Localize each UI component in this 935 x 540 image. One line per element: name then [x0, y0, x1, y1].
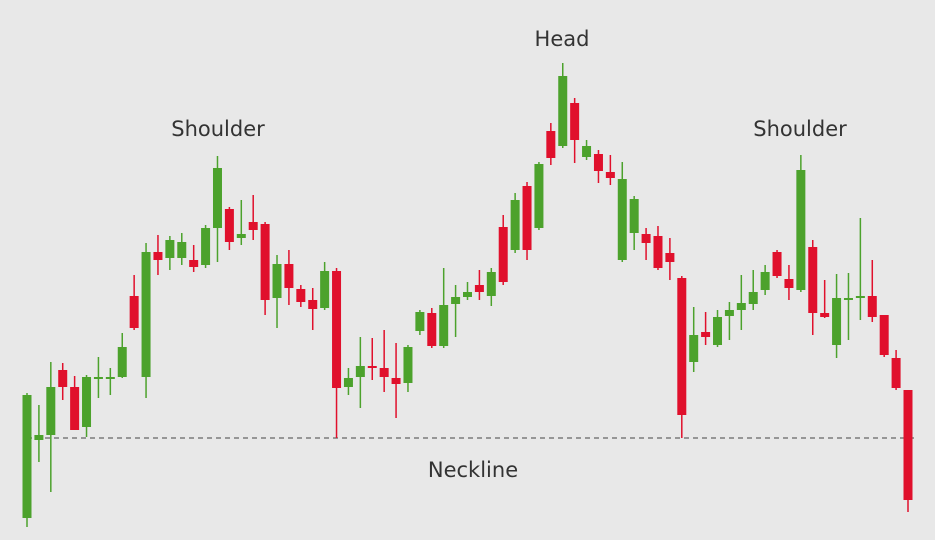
candle-body: [641, 234, 651, 243]
candle-body: [629, 199, 639, 233]
candle-body: [593, 154, 603, 171]
candle-body: [46, 387, 56, 435]
candle-body: [332, 271, 342, 388]
candle-body: [379, 368, 389, 377]
annotation: Shoulder: [171, 117, 265, 141]
candle-body: [403, 347, 413, 383]
candle-body: [129, 296, 139, 328]
candle-body: [82, 377, 92, 427]
candle-body: [355, 366, 365, 377]
candle-body: [272, 264, 282, 298]
candle-body: [665, 253, 675, 262]
candle-body: [522, 186, 532, 250]
candle-body: [903, 390, 913, 500]
candle-body: [867, 296, 877, 317]
candle-body: [248, 222, 258, 230]
candle-body: [832, 298, 842, 345]
candle-body: [689, 335, 699, 362]
candle-body: [736, 303, 746, 310]
candle-body: [808, 247, 818, 313]
candle-body: [546, 131, 556, 158]
annotation: Shoulder: [753, 117, 847, 141]
candle-body: [855, 296, 865, 298]
candle-body: [701, 332, 711, 337]
candle-body: [570, 103, 580, 140]
candle-body: [891, 358, 901, 388]
candle-body: [284, 264, 294, 288]
neckline-label: Neckline: [428, 458, 518, 482]
candle-body: [843, 298, 853, 300]
candle-body: [748, 292, 758, 304]
candle-body: [58, 370, 68, 387]
candle-body: [463, 292, 472, 297]
candle-body: [617, 179, 627, 260]
candle-body: [439, 305, 449, 346]
candle-body: [486, 272, 496, 296]
candle-body: [534, 164, 544, 228]
candle-body: [70, 387, 80, 430]
candle-body: [117, 347, 127, 377]
candle-body: [153, 252, 163, 260]
candle-body: [760, 272, 770, 290]
candle-body: [498, 227, 508, 282]
candle-body: [296, 289, 306, 302]
candle-body: [391, 378, 401, 384]
candle-body: [367, 366, 377, 368]
candle-body: [320, 271, 330, 308]
candle-body: [165, 240, 175, 258]
candle-body: [474, 285, 484, 292]
candle-body: [105, 377, 115, 379]
candle-body: [510, 200, 520, 250]
candle-body: [724, 310, 734, 316]
candle-body: [820, 313, 830, 317]
candle-body: [653, 236, 663, 268]
candle-body: [260, 224, 270, 300]
candle-body: [784, 279, 794, 288]
candle-body: [141, 252, 151, 377]
candle-body: [224, 209, 234, 242]
candle-body: [796, 170, 806, 290]
candle-body: [93, 377, 103, 379]
candle-body: [582, 146, 592, 157]
candle-body: [713, 317, 723, 345]
candle-body: [427, 313, 437, 346]
candle-body: [677, 278, 687, 415]
candle-body: [212, 168, 222, 228]
candle-body: [201, 228, 211, 265]
annotation: Head: [535, 27, 590, 51]
candle-body: [772, 252, 782, 276]
candle-body: [415, 312, 425, 331]
candle-body: [879, 315, 889, 355]
candle-body: [558, 76, 568, 146]
candle-body: [189, 260, 199, 267]
candle-body: [22, 395, 32, 518]
candle-body: [236, 234, 246, 238]
candle-body: [34, 435, 44, 440]
candle-body: [451, 297, 461, 304]
candle-body: [308, 300, 318, 309]
candle-body: [177, 242, 187, 258]
candle-body: [343, 378, 353, 387]
candle-body: [605, 172, 615, 178]
